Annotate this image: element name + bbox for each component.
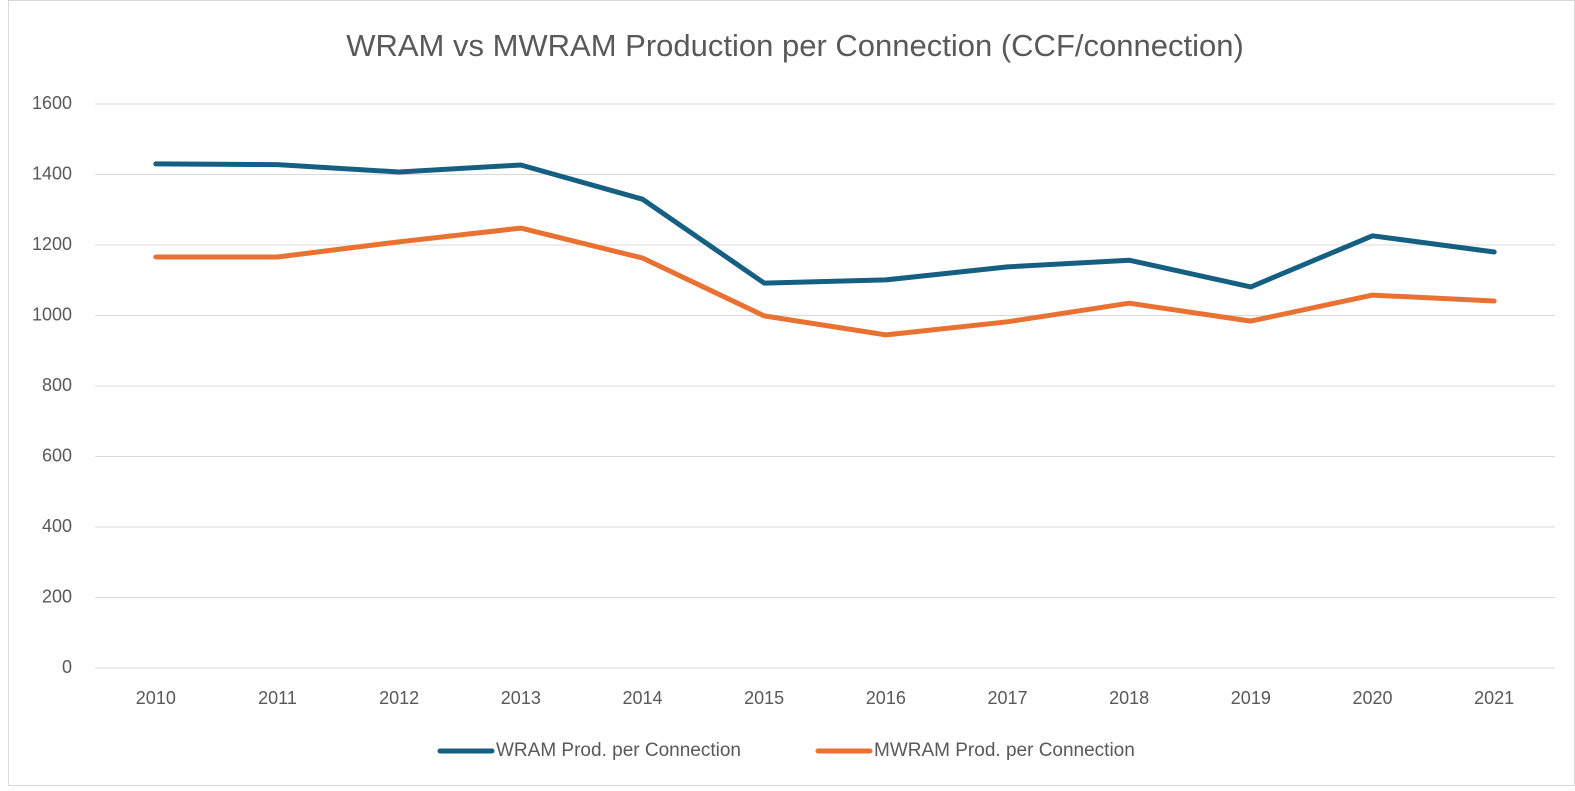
x-tick-label: 2016 [866,688,906,708]
y-tick-label: 600 [42,445,72,465]
x-tick-label: 2010 [136,688,176,708]
x-tick-label: 2014 [622,688,662,708]
x-tick-label: 2015 [744,688,784,708]
y-tick-label: 0 [62,657,72,677]
x-tick-label: 2011 [258,688,297,708]
y-tick-label: 1400 [32,163,72,183]
legend-label: MWRAM Prod. per Connection [874,740,1135,761]
chart-title: WRAM vs MWRAM Production per Connection … [346,28,1244,63]
y-tick-label: 200 [42,586,72,606]
chart-frame [8,0,1575,786]
y-tick-label: 1600 [32,93,72,113]
y-tick-label: 800 [42,375,72,395]
y-tick-label: 400 [42,516,72,536]
x-tick-label: 2021 [1474,688,1514,708]
x-tick-label: 2017 [987,688,1027,708]
x-tick-label: 2020 [1352,688,1392,708]
x-tick-label: 2019 [1231,688,1271,708]
x-tick-label: 2013 [501,688,541,708]
series-line [153,225,1497,338]
y-tick-label: 1200 [32,234,72,254]
series-line [153,161,1497,290]
y-tick-label: 1000 [32,304,72,324]
x-tick-label: 2012 [379,688,419,708]
x-tick-label: 2018 [1109,688,1149,708]
legend-label: WRAM Prod. per Connection [496,740,741,761]
